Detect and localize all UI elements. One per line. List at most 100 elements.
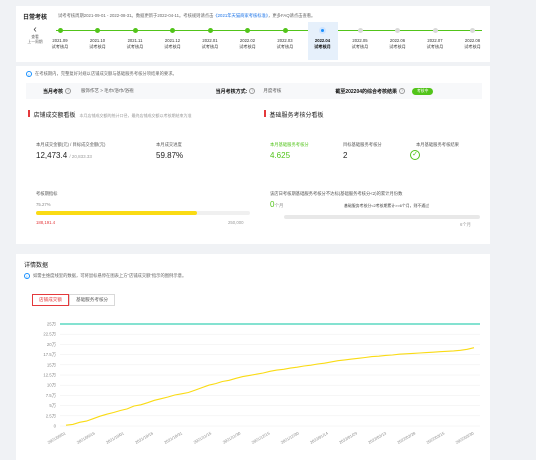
overview-card: i 在考核期内，完整复好对规以店铺成交额与基础服务考核分项结果的要求。 当月考核… bbox=[16, 66, 490, 244]
timeline-dot[interactable] bbox=[357, 27, 363, 33]
panel-title: 基础服务考核分看板 bbox=[269, 113, 324, 119]
card-notice: i 在考核期内，完整复好对规以店铺成交额与基础服务考核分项结果的要求。 bbox=[26, 71, 177, 77]
chevron-left-icon: ‹ bbox=[33, 24, 37, 35]
timeline-month[interactable]: 2022.07 试考核月 bbox=[426, 38, 444, 49]
progress-label: 本月成交进度 bbox=[156, 142, 182, 147]
sales-series-line bbox=[65, 347, 475, 426]
tab-sales[interactable]: 店铺成交额 bbox=[32, 294, 69, 306]
timeline-dot[interactable] bbox=[470, 27, 475, 33]
x-tick-label: 2021/10/01 bbox=[105, 430, 126, 445]
x-tick-label: 2022/01/29 bbox=[338, 430, 359, 445]
y-tick-label: 2.5万 bbox=[46, 413, 57, 419]
timeline-dot[interactable] bbox=[95, 27, 100, 33]
previous-period-button[interactable]: ‹ 查看 上一周期 bbox=[23, 25, 47, 45]
period-target-label: 考核期指标 bbox=[36, 191, 58, 196]
method-value: 月度考核 bbox=[263, 88, 282, 93]
x-tick-label: 2021/12/30 bbox=[280, 430, 301, 445]
timeline-dot[interactable] bbox=[395, 27, 400, 33]
y-tick-label: 22.5万 bbox=[43, 332, 56, 338]
sales-panel: 店铺成交额看板 本月店铺成交额的统计口径，最终店铺成交额以考核期结束为准 本月成… bbox=[28, 110, 258, 244]
sales-amount-value: 12,473.4 / 20,833.33 bbox=[36, 151, 92, 160]
info-icon: i bbox=[24, 273, 30, 279]
detail-section: 详情数据 i 如需主维度线里的数据，可将鼠标悬停在图表上方“店铺成交额”指示的图… bbox=[16, 254, 490, 460]
panel-title: 店铺成交额看板 bbox=[33, 113, 76, 119]
timeline-month[interactable]: 2021.10 试考核月 bbox=[89, 38, 106, 49]
summary-bar: 当月考核 ? 服饰作艺 > 毛巾/浴巾/浴袍 当月考核方式: ? 月度考核 截至… bbox=[26, 83, 482, 99]
y-tick-label: 0 bbox=[54, 424, 57, 429]
x-tick-label: 2022/02/13 bbox=[367, 430, 388, 445]
timeline-month[interactable]: 2022.08 试考核月 bbox=[464, 38, 481, 49]
result-label: 截至202204的综合考核结果 bbox=[335, 88, 398, 95]
period-description: 试考考核周期2021-09-01 - 2022-08-31。数据更新于2022-… bbox=[58, 13, 316, 18]
timeline-month[interactable]: 2022.03 试考核月 bbox=[276, 38, 294, 49]
sales-amount-label: 本月成交金额(元) / 目标成交金额(元) bbox=[36, 142, 106, 147]
tab-service-score[interactable]: 基础服务考核分 bbox=[68, 294, 116, 306]
help-icon[interactable]: ? bbox=[65, 88, 72, 94]
y-tick-label: 10万 bbox=[47, 383, 57, 389]
service-panel: 基础服务考核分看板 本月基础服务考核分 4.625 目标基础服务考核分 2 本月… bbox=[264, 110, 484, 244]
page-title: 日常考核 bbox=[23, 15, 48, 21]
y-tick-label: 25万 bbox=[47, 322, 57, 328]
timeline-dot[interactable] bbox=[170, 27, 175, 33]
x-tick-label: 2021/12/15 bbox=[251, 430, 272, 445]
service-score-label: 本月基础服务考核分 bbox=[270, 142, 309, 147]
timeline-dot[interactable] bbox=[57, 27, 63, 33]
x-tick-label: 2022/03/30 bbox=[455, 430, 476, 445]
timeline-dot[interactable] bbox=[132, 27, 138, 33]
period-percent: 75.27% bbox=[36, 202, 51, 207]
timeline-month[interactable]: 2022.06 试考核月 bbox=[389, 38, 406, 49]
help-icon[interactable]: ? bbox=[399, 88, 406, 94]
period-progress-bar bbox=[36, 211, 250, 215]
detail-notice: i 如需主维度线里的数据，可将鼠标悬停在图表上方“店铺成交额”指示的图例示意。 bbox=[24, 273, 186, 279]
timeline-month[interactable]: 2021.12 试考核月 bbox=[164, 38, 181, 49]
rules-link[interactable]: 《2021年天猫商家考核标准》 bbox=[213, 13, 269, 18]
fail-months-limit: 6个月 bbox=[460, 222, 471, 227]
info-icon: i bbox=[26, 71, 32, 77]
y-tick-label: 20万 bbox=[47, 342, 57, 348]
help-icon[interactable]: ? bbox=[249, 88, 256, 94]
timeline-dot[interactable] bbox=[319, 26, 326, 34]
detail-tabs: 店铺成交额 基础服务考核分 bbox=[32, 294, 116, 306]
y-tick-label: 12.5万 bbox=[43, 373, 56, 379]
timeline-month[interactable]: 2021.09 试考核月 bbox=[51, 38, 69, 49]
target-score-label: 目标基础服务考核分 bbox=[343, 142, 382, 147]
y-tick-label: 5万 bbox=[49, 403, 56, 409]
y-tick-label: 15万 bbox=[47, 362, 57, 368]
timeline-month[interactable]: 2021.11 试考核月 bbox=[126, 38, 144, 49]
timeline-month[interactable]: 2022.05 试考核月 bbox=[351, 38, 369, 49]
sales-line-chart: 0 2.5万 5万 7.5万 10万 12.5万 15万 17.5万 20万 22.5万 25万 20… bbox=[43, 322, 480, 445]
check-circle-icon: ✓ bbox=[410, 150, 420, 160]
y-tick-label: 17.5万 bbox=[43, 352, 56, 358]
fail-months-bar bbox=[284, 215, 480, 219]
x-tick-label: 2021/10/16 bbox=[134, 430, 155, 445]
timeline-track bbox=[56, 30, 482, 31]
fail-months-count: 0个月 bbox=[270, 200, 284, 209]
target-score-value: 2 bbox=[343, 151, 348, 160]
category-value: 服饰作艺 > 毛巾/浴巾/浴袍 bbox=[81, 88, 134, 93]
period-current-value: 188,191.4 bbox=[36, 220, 56, 225]
x-tick-label: 2021/11/30 bbox=[222, 430, 242, 445]
category-label: 当月考核 bbox=[43, 88, 64, 95]
timeline-dot[interactable] bbox=[432, 27, 438, 33]
x-tick-label: 2021/09/01 bbox=[47, 430, 68, 445]
fail-months-text: 该店日考核期基础服务考核分不达标(基础服务考核分<2)的累计月份数 bbox=[270, 191, 403, 196]
service-score-value: 4.625 bbox=[270, 151, 291, 160]
timeline-dot[interactable] bbox=[207, 27, 213, 33]
x-tick-label: 2022/03/15 bbox=[426, 430, 447, 445]
x-tick-label: 2021/11/15 bbox=[193, 430, 213, 445]
period-header: 日常考核 试考考核周期2021-09-01 - 2022-08-31。数据更新于… bbox=[16, 6, 490, 62]
x-tick-label: 2022/02/28 bbox=[396, 430, 417, 445]
fail-months-hint: 基础服务考核分<2考核期累计>=6个月，则不通过 bbox=[344, 203, 430, 208]
timeline-dot[interactable] bbox=[282, 27, 288, 33]
panel-subtitle: 本月店铺成交额的统计口径，最终店铺成交额以考核期结束为准 bbox=[79, 113, 192, 118]
method-label: 当月考核方式: bbox=[215, 88, 248, 95]
x-tick-label: 2021/10/31 bbox=[163, 430, 184, 445]
timeline-dot[interactable] bbox=[245, 27, 250, 33]
status-badge: 考核中 bbox=[412, 87, 434, 95]
timeline-month[interactable]: 2022.01 试考核月 bbox=[201, 38, 219, 49]
timeline-month[interactable]: 2022.02 试考核月 bbox=[239, 38, 256, 49]
progress-value: 59.87% bbox=[156, 151, 184, 160]
timeline-month[interactable]: 2022.04 试考核月 bbox=[314, 38, 331, 49]
x-tick-label: 2022/01/14 bbox=[309, 430, 330, 445]
section-title: 详情数据 bbox=[24, 263, 49, 269]
